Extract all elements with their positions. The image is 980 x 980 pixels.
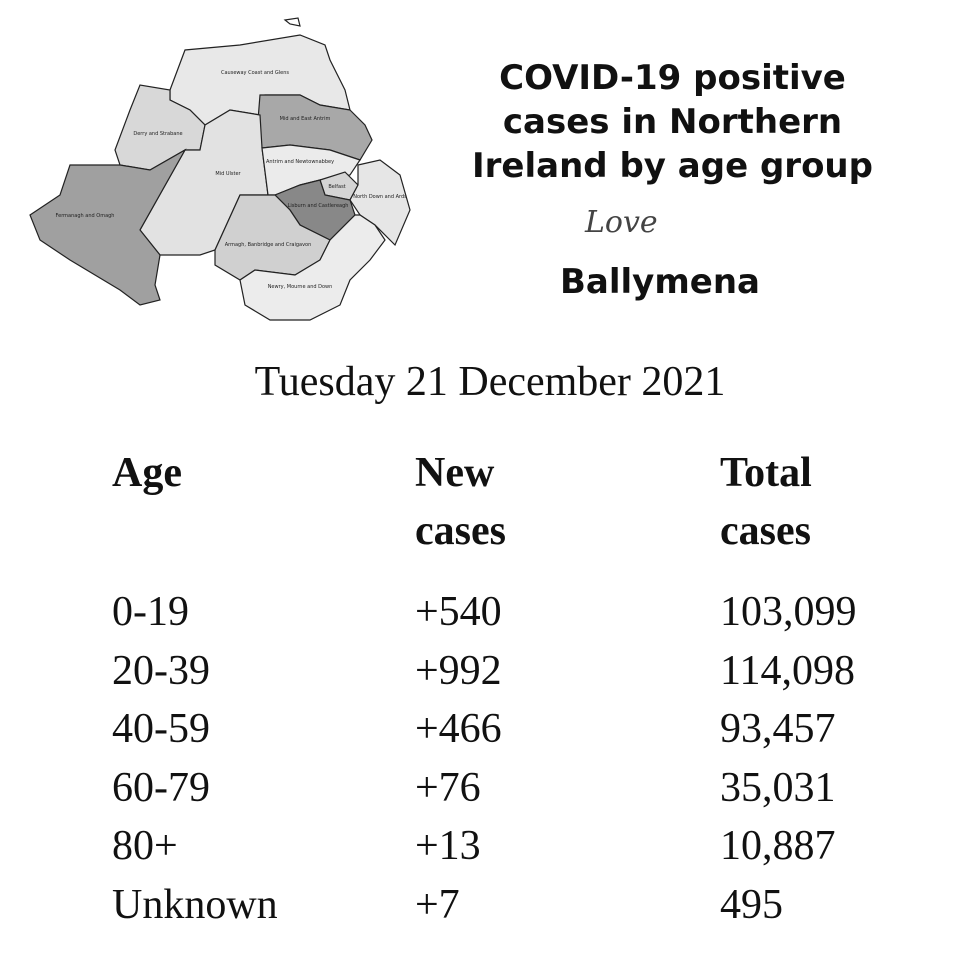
- table-cell: 93,457: [720, 706, 836, 753]
- region-label: Mid and East Antrim: [280, 116, 331, 122]
- title: COVID-19 positive cases in Northern Irel…: [430, 56, 915, 188]
- table-cell: 10,887: [720, 823, 836, 870]
- table-cell: 40-59: [112, 706, 210, 753]
- region-label: Derry and Strabane: [133, 131, 182, 137]
- region-label: Newry, Mourne and Down: [268, 284, 333, 290]
- table-cell: +7: [415, 882, 460, 928]
- column-header: Age: [112, 450, 182, 496]
- region-label: Belfast: [328, 184, 345, 190]
- table-cell: 0-19: [112, 589, 189, 635]
- title-line: cases in Northern: [502, 102, 843, 142]
- region-label: North Down and Ards: [353, 194, 407, 200]
- region-label: Fermanagh and Omagh: [56, 213, 115, 219]
- table-cell: Unknown: [112, 882, 278, 928]
- title-line: COVID-19 positive: [499, 58, 846, 98]
- column-header: New cases: [415, 450, 506, 554]
- region-label: Causeway Coast and Glens: [221, 70, 289, 76]
- table-cell: 103,099: [720, 589, 857, 635]
- table-cell: +992: [415, 647, 502, 694]
- table-cell: +76: [415, 764, 481, 811]
- map: Causeway Coast and Glens Derry and Strab…: [29, 17, 411, 321]
- table-cell: 35,031: [720, 764, 836, 811]
- region-label: Lisburn and Castlereagh: [288, 203, 349, 209]
- title-line: Ireland by age group: [472, 146, 873, 186]
- table-cell: 495: [720, 882, 783, 928]
- table-cell: +466: [415, 706, 502, 753]
- table-cell: +13: [415, 823, 481, 870]
- column-header: Total cases: [720, 450, 812, 554]
- region-label: Antrim and Newtownabbey: [266, 159, 334, 165]
- table-cell: 114,098: [720, 647, 855, 694]
- table-cell: 20-39: [112, 647, 210, 694]
- table-cell: 60-79: [112, 764, 210, 811]
- logo-script: Love: [585, 205, 658, 240]
- region-label: Armagh, Banbridge and Craigavon: [225, 242, 312, 248]
- logo-name: Ballymena: [560, 262, 760, 302]
- table-cell: +540: [415, 589, 502, 635]
- table-cell: 80+: [112, 823, 178, 870]
- date: Tuesday 21 December 2021: [254, 359, 726, 405]
- region-label: Mid Ulster: [215, 171, 241, 177]
